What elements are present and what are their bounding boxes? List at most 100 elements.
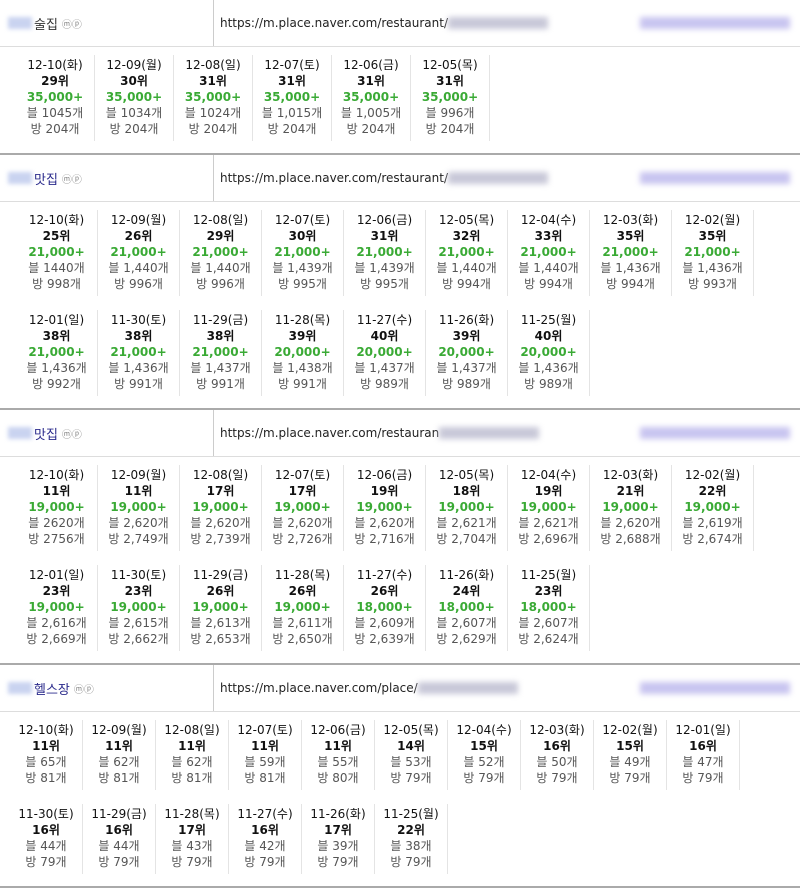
date: 12-05(목) (438, 468, 495, 482)
rank: 11위 (105, 739, 133, 753)
date: 12-06(금) (310, 723, 366, 737)
review-count: 35,000+ (421, 90, 479, 104)
date: 12-09(월) (110, 213, 167, 227)
date: 12-08(일) (192, 213, 249, 227)
url[interactable]: https://m.place.naver.com/restauran (220, 426, 440, 440)
rank: 11위 (324, 739, 352, 753)
date: 12-03(화) (529, 723, 585, 737)
place-count: 방 995개 (278, 277, 327, 291)
review-count: 18,000+ (438, 600, 495, 614)
blurred-text (640, 172, 790, 184)
rank-cell: 11-26(화) 24위 18,000+ 블 2,607개 방 2,629개 (426, 565, 508, 651)
mode-icons[interactable]: ⓜⓟ (61, 19, 82, 31)
rank: 26위 (206, 584, 235, 598)
rank-cell: 12-01(일) 16위 블 47개 방 79개 (667, 720, 740, 790)
place-count: 방 81개 (244, 771, 286, 785)
review-count: 19,000+ (110, 600, 167, 614)
review-count: 19,000+ (192, 500, 249, 514)
rank: 15위 (616, 739, 644, 753)
place-count: 방 2,716개 (354, 532, 415, 546)
keyword[interactable]: 맛집 (34, 427, 58, 443)
mode-icons[interactable]: ⓜⓟ (61, 429, 82, 441)
url[interactable]: https://m.place.naver.com/restaurant/ (220, 16, 448, 30)
rank: 11위 (42, 484, 71, 498)
review-count: 19,000+ (602, 500, 659, 514)
place-count: 방 79개 (682, 771, 724, 785)
rank: 31위 (278, 74, 306, 88)
rank: 16위 (32, 823, 60, 837)
place-count: 방 81개 (171, 771, 213, 785)
keyword[interactable]: 헬스장 (34, 682, 70, 698)
section-header: 맛집 ⓜⓟ https://m.place.naver.com/restaurant… (0, 155, 800, 202)
review-count: 19,000+ (274, 600, 331, 614)
review-count: 21,000+ (520, 245, 577, 259)
rank: 18위 (452, 484, 481, 498)
review-count: 35,000+ (263, 90, 321, 104)
date: 11-29(금) (91, 807, 147, 821)
rank-cell: 11-30(토) 23위 19,000+ 블 2,615개 방 2,662개 (98, 565, 180, 651)
date: 12-09(월) (106, 58, 162, 72)
date: 12-01(일) (28, 313, 85, 327)
rank-cell: 12-06(금) 11위 블 55개 방 80개 (302, 720, 375, 790)
date: 12-07(토) (237, 723, 293, 737)
rank: 35위 (698, 229, 727, 243)
date: 12-04(수) (520, 468, 577, 482)
place-count: 방 81개 (98, 771, 140, 785)
blog-count: 블 39개 (317, 839, 359, 853)
rank: 11위 (124, 484, 153, 498)
rank: 29위 (41, 74, 69, 88)
place-count: 방 204개 (109, 122, 159, 136)
place-count: 방 2,624개 (518, 632, 579, 646)
rank: 11위 (32, 739, 60, 753)
rank-grid: 12-10(화) 11위 블 65개 방 81개 12-09(월) 11위 블 62개 방 8… (0, 712, 800, 886)
review-count: 19,000+ (438, 500, 495, 514)
blog-count: 블 2,620개 (354, 516, 415, 530)
blog-count: 블 38개 (390, 839, 432, 853)
blog-count: 블 1,437개 (436, 361, 497, 375)
mode-icons[interactable]: ⓜⓟ (61, 174, 82, 186)
place-count: 방 81개 (25, 771, 67, 785)
place-count: 방 2,639개 (354, 632, 415, 646)
place-count: 방 998개 (32, 277, 81, 291)
date: 12-02(월) (602, 723, 658, 737)
date: 11-26(화) (438, 568, 495, 582)
place-count: 방 994개 (606, 277, 655, 291)
blog-count: 블 62개 (171, 755, 213, 769)
review-count: 21,000+ (438, 245, 495, 259)
review-count: 21,000+ (110, 345, 167, 359)
blurred-text (448, 17, 548, 29)
rank: 11위 (178, 739, 206, 753)
review-count: 35,000+ (26, 90, 84, 104)
keyword-box: 맛집 ⓜⓟ (0, 410, 214, 456)
url-box: https://m.place.naver.com/restaurant/ (214, 155, 800, 201)
blog-count: 블 50개 (536, 755, 578, 769)
review-count: 19,000+ (192, 600, 249, 614)
url[interactable]: https://m.place.naver.com/restaurant/ (220, 171, 448, 185)
date: 12-10(화) (28, 468, 85, 482)
rank: 15위 (470, 739, 498, 753)
date: 11-25(월) (520, 568, 577, 582)
rank: 25위 (42, 229, 71, 243)
date: 12-06(금) (356, 468, 413, 482)
place-count: 방 989개 (360, 377, 409, 391)
keyword[interactable]: 맛집 (34, 172, 58, 188)
rank-cell: 11-29(금) 26위 19,000+ 블 2,613개 방 2,653개 (180, 565, 262, 651)
date: 11-30(토) (110, 568, 167, 582)
blog-count: 블 1,439개 (354, 261, 415, 275)
rank-cell: 11-28(목) 39위 20,000+ 블 1,438개 방 991개 (262, 310, 344, 396)
blog-count: 블 2,609개 (354, 616, 415, 630)
date: 12-06(금) (343, 58, 399, 72)
review-count: 18,000+ (520, 600, 577, 614)
rank-cell: 12-09(월) 26위 21,000+ 블 1,440개 방 996개 (98, 210, 180, 296)
keyword[interactable]: 술집 (34, 17, 58, 33)
date: 12-05(목) (383, 723, 439, 737)
blurred-text (417, 682, 518, 694)
blog-count: 블 1,440개 (108, 261, 169, 275)
mode-icons[interactable]: ⓜⓟ (73, 684, 94, 696)
blog-count: 블 2,613개 (190, 616, 251, 630)
date: 12-02(월) (684, 468, 741, 482)
rank-cell: 11-25(월) 22위 블 38개 방 79개 (375, 804, 448, 874)
url[interactable]: https://m.place.naver.com/place/ (220, 681, 418, 695)
place-count: 방 2,696개 (518, 532, 579, 546)
date: 12-07(토) (274, 213, 331, 227)
